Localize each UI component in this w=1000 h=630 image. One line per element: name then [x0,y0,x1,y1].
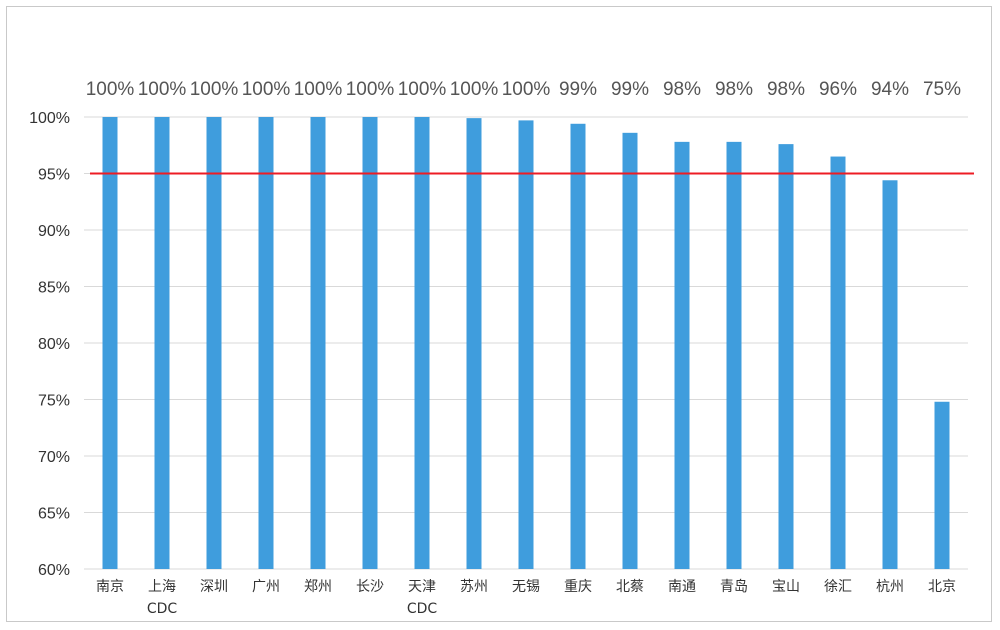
x-tick-label: 青岛 [720,579,748,595]
y-tick-label: 80% [38,336,70,353]
data-label: 96% [819,79,857,100]
bar [570,123,586,569]
data-label: 94% [871,79,909,100]
x-tick-label: 长沙 [356,579,384,595]
bar [934,401,950,569]
x-tick-label: 广州 [252,579,280,595]
bar [414,117,430,569]
bar [778,144,794,569]
bars [102,117,950,570]
data-label: 99% [611,79,649,100]
data-label: 98% [663,79,701,100]
y-tick-label: 70% [38,449,70,466]
x-tick-label: 无锡 [512,579,540,595]
data-label: 100% [398,79,447,100]
x-tick-label: 杭州 [876,579,904,595]
data-label: 100% [502,79,551,100]
y-tick-label: 60% [38,562,70,579]
bar [102,117,118,569]
bar [830,156,846,570]
data-label: 99% [559,79,597,100]
bar [362,117,378,569]
chart-frame [6,6,992,622]
data-labels: 100% 100% 100% 100% 100% 100% 100% 100% 100% 99% 9… [86,79,961,100]
data-label: 100% [450,79,499,100]
x-tick-label: CDC [147,601,178,617]
bar [882,180,898,569]
x-tick-label: 郑州 [304,579,332,595]
data-label: 98% [715,79,753,100]
y-tick-label: 65% [38,506,70,523]
x-tick-label: 北京 [928,579,956,595]
bar [206,117,222,569]
x-tick-label: 天津 [408,579,436,595]
y-tick-label: 95% [38,167,70,184]
bar [466,118,482,569]
y-tick-label: 100% [29,110,70,127]
x-tick-label: 深圳 [200,579,228,595]
data-label: 98% [767,79,805,100]
data-label: 100% [242,79,291,100]
data-label: 100% [190,79,239,100]
data-label: 100% [86,79,135,100]
y-axis: 60% 65% 70% 75% 80% 85% 90% 95% 100% [29,110,70,579]
bar [310,117,326,569]
bar [726,141,742,570]
bar [674,141,690,570]
data-label: 100% [138,79,187,100]
x-tick-label: 上海 [148,579,176,595]
data-label: 100% [346,79,395,100]
y-tick-label: 90% [38,223,70,240]
bar [154,117,170,569]
bar [622,132,638,569]
x-tick-label: 徐汇 [824,579,852,595]
x-tick-label: 南通 [668,579,696,595]
x-tick-label: 重庆 [564,579,592,595]
bar [518,120,534,569]
data-label: 75% [923,79,961,100]
x-tick-label: 北蔡 [616,579,644,595]
x-tick-label: 宝山 [772,579,800,595]
x-tick-label: 苏州 [460,579,488,595]
y-tick-label: 85% [38,280,70,297]
data-label: 100% [294,79,343,100]
x-tick-label: 南京 [96,579,124,595]
bar [258,117,274,569]
x-axis: 南京 上海 CDC 深圳 广州 郑州 长沙 天津 CDC 苏州 无锡 重庆 北蔡 南通 青岛 宝山 徐汇 杭州 北京 [96,579,956,617]
x-tick-label: CDC [407,601,438,617]
y-tick-label: 75% [38,393,70,410]
